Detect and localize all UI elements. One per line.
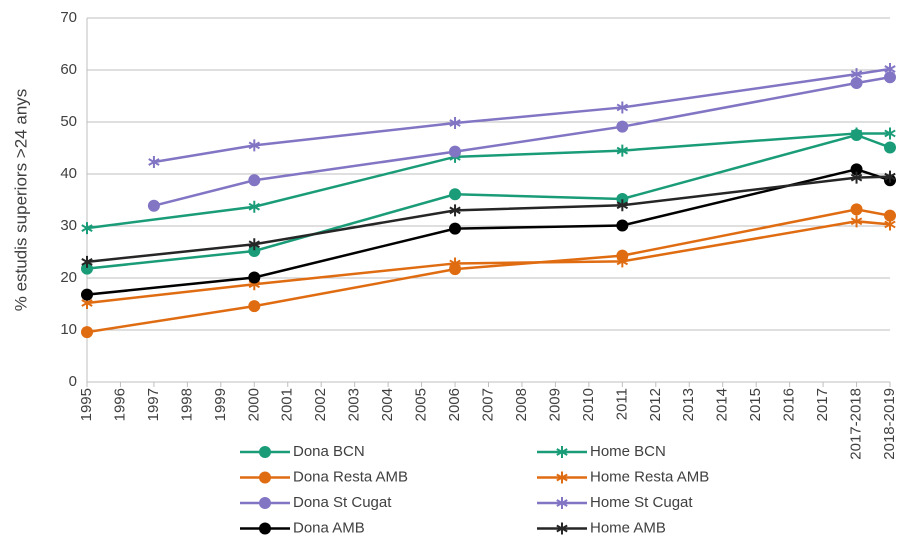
marker	[81, 222, 93, 235]
marker	[449, 117, 461, 130]
marker	[259, 522, 271, 535]
marker	[616, 192, 629, 205]
x-tick-label: 2006	[446, 388, 463, 421]
marker	[616, 219, 629, 232]
marker	[850, 171, 863, 184]
x-tick-label: 1999	[212, 388, 229, 421]
x-tick-label: 1998	[178, 388, 195, 421]
x-tick-label: 1995	[78, 388, 95, 421]
marker	[248, 300, 261, 313]
marker	[259, 446, 271, 458]
marker	[449, 188, 462, 201]
marker	[147, 199, 160, 212]
x-tick-label: 2010	[580, 388, 597, 421]
marker	[556, 471, 568, 484]
y-tick-label: 20	[60, 269, 77, 286]
x-tick-label: 2004	[379, 388, 396, 421]
x-tick-label: 2016	[781, 388, 798, 421]
x-tick-label: 2013	[680, 388, 697, 421]
y-tick-label: 0	[69, 373, 77, 390]
marker	[850, 215, 863, 228]
x-tick-label: 2001	[279, 388, 296, 421]
x-tick-label: 2012	[647, 388, 664, 421]
legend-label: Dona Resta AMB	[293, 468, 408, 485]
marker	[248, 238, 260, 251]
series-line	[153, 67, 891, 164]
marker	[81, 326, 93, 339]
y-axis-label: % estudis superiors >24 anys	[11, 89, 30, 312]
x-tick-label: 2008	[513, 388, 530, 421]
marker	[884, 141, 896, 154]
x-tick-label: 1997	[145, 388, 162, 421]
marker	[850, 127, 863, 140]
marker	[449, 222, 462, 235]
x-tick-label: 2015	[747, 388, 764, 421]
marker	[259, 497, 271, 509]
marker	[556, 446, 568, 458]
marker	[81, 288, 93, 301]
legend-label: Home St Cugat	[590, 494, 693, 511]
x-tick-label: 2017	[814, 388, 831, 421]
series-line	[86, 175, 891, 264]
marker	[884, 62, 896, 75]
y-tick-label: 50	[60, 113, 77, 130]
marker	[616, 101, 629, 114]
y-tick-label: 40	[60, 165, 77, 182]
marker	[884, 71, 896, 84]
marker	[248, 139, 260, 152]
marker	[884, 170, 896, 183]
y-tick-label: 60	[60, 61, 77, 78]
marker	[850, 163, 863, 176]
legend-label: Home Resta AMB	[590, 468, 709, 485]
y-tick-label: 10	[60, 321, 77, 338]
x-tick-label: 2011	[613, 388, 630, 420]
marker	[259, 471, 271, 484]
marker	[248, 271, 261, 284]
x-tick-label: 2002	[312, 388, 329, 421]
marker	[81, 255, 93, 268]
x-tick-label: 2005	[413, 388, 430, 421]
marker	[449, 204, 461, 217]
marker	[148, 156, 160, 169]
x-tick-label: 1996	[111, 388, 128, 421]
marker	[850, 77, 863, 89]
legend-label: Dona St Cugat	[293, 494, 392, 511]
marker	[884, 127, 896, 140]
marker	[884, 218, 896, 231]
marker	[616, 255, 629, 268]
y-tick-label: 70	[60, 9, 77, 26]
marker	[449, 257, 461, 270]
legend-label: Home AMB	[590, 519, 666, 536]
x-tick-label: 2000	[245, 388, 262, 421]
x-tick-label: 2014	[714, 388, 731, 421]
marker	[556, 522, 568, 535]
series-line	[86, 132, 890, 230]
x-tick-label: 2018-2019	[881, 388, 898, 460]
x-tick-label: 2003	[346, 388, 363, 421]
x-tick-label: 2009	[546, 388, 563, 421]
marker	[616, 144, 629, 157]
legend-label: Dona BCN	[293, 443, 365, 460]
legend-label: Dona AMB	[293, 519, 365, 536]
series-line	[86, 220, 891, 305]
marker	[850, 203, 863, 216]
marker	[81, 262, 93, 275]
marker	[616, 120, 629, 133]
x-tick-label: 2007	[479, 388, 496, 421]
marker	[850, 68, 863, 81]
marker	[616, 199, 629, 212]
marker	[449, 145, 462, 158]
x-tick-label: 2017-2018	[848, 388, 865, 460]
y-tick-label: 30	[60, 217, 77, 234]
marker	[884, 209, 896, 222]
marker	[248, 174, 261, 187]
marker	[248, 200, 260, 213]
marker	[556, 497, 568, 509]
legend-label: Home BCN	[590, 443, 666, 460]
marker	[248, 244, 261, 257]
